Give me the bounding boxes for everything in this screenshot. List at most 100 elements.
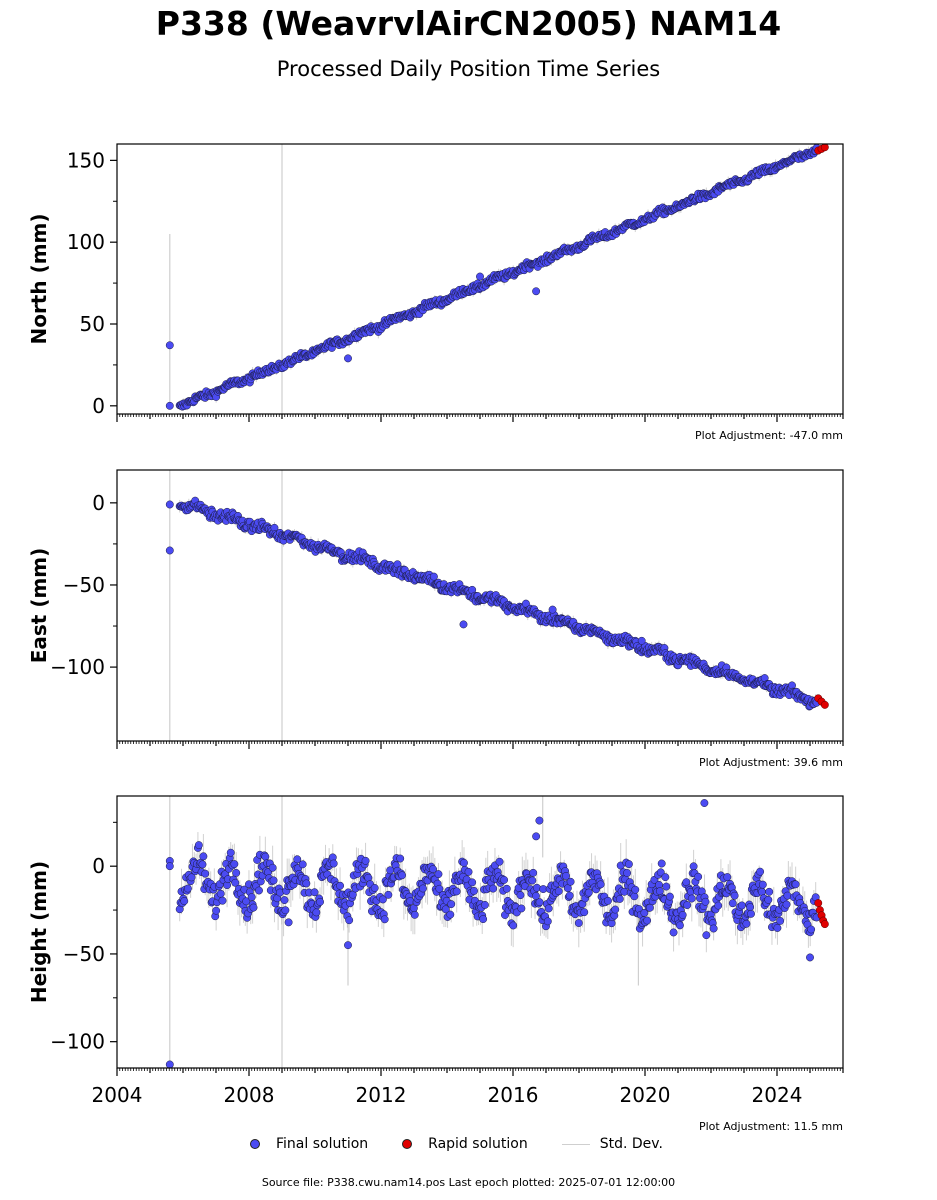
final-point xyxy=(702,931,711,940)
final-point xyxy=(723,873,732,882)
y-tick-label: −50 xyxy=(63,573,105,597)
final-point xyxy=(231,878,240,887)
rapid-point xyxy=(820,144,829,152)
final-point xyxy=(480,900,489,909)
final-point xyxy=(773,924,782,932)
final-point xyxy=(737,901,746,910)
final-point xyxy=(747,909,755,918)
final-point xyxy=(554,887,563,896)
final-point xyxy=(255,886,263,895)
rapid-point xyxy=(820,920,829,929)
final-point xyxy=(489,884,498,893)
final-point xyxy=(476,272,484,281)
final-point xyxy=(180,897,189,906)
final-point xyxy=(230,860,239,868)
y-tick-label: 0 xyxy=(92,854,105,878)
final-point xyxy=(665,892,674,901)
final-point xyxy=(226,848,235,857)
final-point xyxy=(669,928,678,937)
final-point xyxy=(447,900,456,909)
final-point xyxy=(410,910,419,919)
plot-adjustment: Plot Adjustment: 39.6 mm xyxy=(699,756,843,769)
final-point xyxy=(714,901,723,910)
final-point xyxy=(791,880,800,889)
rapid-solution-series xyxy=(814,899,829,929)
final-point xyxy=(429,865,437,874)
final-point xyxy=(502,884,511,893)
final-point xyxy=(460,858,468,867)
final-point xyxy=(709,924,718,933)
final-point xyxy=(293,855,302,864)
final-point xyxy=(544,904,553,913)
final-point xyxy=(344,941,352,950)
final-point xyxy=(269,876,278,885)
final-point xyxy=(479,915,488,924)
final-point xyxy=(345,916,354,925)
final-point xyxy=(543,917,552,926)
final-point xyxy=(441,905,450,914)
final-point xyxy=(165,862,174,871)
legend-rapid: Rapid solution xyxy=(402,1136,528,1152)
final-point xyxy=(532,832,541,841)
final-point xyxy=(470,886,478,895)
final-point xyxy=(312,908,321,917)
final-point xyxy=(336,881,345,890)
final-point xyxy=(249,903,258,912)
final-point xyxy=(730,891,739,900)
final-point xyxy=(687,894,696,903)
y-tick-label: 100 xyxy=(67,230,105,254)
final-point xyxy=(201,869,210,878)
final-point xyxy=(528,876,537,885)
final-point xyxy=(212,906,221,915)
final-point xyxy=(675,921,684,930)
final-point xyxy=(630,892,639,901)
final-point xyxy=(218,896,227,905)
final-point xyxy=(459,620,468,629)
final-point xyxy=(165,1060,174,1068)
final-point xyxy=(500,875,509,884)
page-subtitle: Processed Daily Position Time Series xyxy=(276,57,661,81)
final-point xyxy=(535,816,544,825)
plot-frame xyxy=(116,795,844,1069)
final-point xyxy=(378,895,387,904)
y-tick-label: −100 xyxy=(50,655,105,679)
rapid-solution-series xyxy=(814,144,829,155)
final-point xyxy=(380,915,389,924)
final-point xyxy=(529,868,538,877)
final-point xyxy=(509,921,518,930)
final-point xyxy=(807,925,816,934)
rapid-point xyxy=(814,899,823,907)
panel-1: 0 50 100 150 North (mm) Plot Adjustment: -47.… xyxy=(27,143,844,442)
y-tick-label: 0 xyxy=(92,394,105,418)
final-point xyxy=(645,903,654,912)
final-point xyxy=(446,910,455,919)
y-tick-label: −50 xyxy=(63,942,105,966)
final-point xyxy=(194,841,203,850)
final-point xyxy=(661,873,670,882)
final-point xyxy=(700,799,709,807)
final-point xyxy=(396,854,405,863)
final-point xyxy=(764,895,773,904)
final-point xyxy=(165,500,174,509)
final-point xyxy=(517,904,526,913)
x-tick-label: 2004 xyxy=(92,1083,143,1107)
final-point xyxy=(643,916,652,925)
plot-area xyxy=(165,796,829,1068)
final-point xyxy=(199,852,208,861)
final-point xyxy=(689,862,698,871)
final-point xyxy=(611,905,620,914)
final-point xyxy=(535,898,544,907)
final-point xyxy=(701,897,710,906)
final-point xyxy=(183,884,192,893)
final-point xyxy=(603,896,612,905)
final-point xyxy=(329,859,338,868)
legend-stddev: Std. Dev. xyxy=(561,1136,663,1152)
plot-area xyxy=(165,470,829,741)
final-point xyxy=(452,887,461,896)
legend-stddev-line xyxy=(561,1143,590,1145)
final-point xyxy=(662,882,671,891)
final-point xyxy=(631,885,640,894)
final-solution-series xyxy=(165,496,821,711)
y-axis-label: East (mm) xyxy=(27,548,51,664)
final-point xyxy=(216,889,225,898)
